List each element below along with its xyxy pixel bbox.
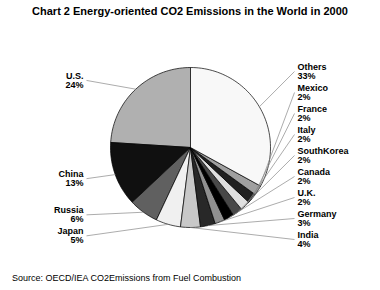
svg-text:Germany3%: Germany3% bbox=[298, 209, 337, 228]
html-text:Source: OECD/IEA CO2Emissions: Source: OECD/IEA CO2Emissions from Fuel … bbox=[12, 273, 242, 283]
svg-text:Japan5%: Japan5% bbox=[57, 226, 83, 245]
svg-text:Mexico2%: Mexico2% bbox=[298, 83, 329, 102]
svg-text:Russia6%: Russia6% bbox=[54, 205, 85, 224]
svg-text:U.S.24%: U.S.24% bbox=[65, 71, 83, 90]
svg-text:Others33%: Others33% bbox=[298, 62, 327, 81]
svg-text:Italy2%: Italy2% bbox=[298, 125, 316, 144]
svg-text:U.K.2%: U.K.2% bbox=[298, 188, 316, 207]
svg-text:Canada2%: Canada2% bbox=[298, 167, 332, 186]
svg-text:India4%: India4% bbox=[298, 230, 320, 249]
svg-text:SouthKorea2%: SouthKorea2% bbox=[298, 146, 350, 165]
html-text:Chart 2 Energy-oriented CO2 Em: Chart 2 Energy-oriented CO2 Emissions in… bbox=[32, 5, 348, 17]
svg-text:France2%: France2% bbox=[298, 104, 328, 123]
svg-text:China13%: China13% bbox=[58, 169, 84, 188]
